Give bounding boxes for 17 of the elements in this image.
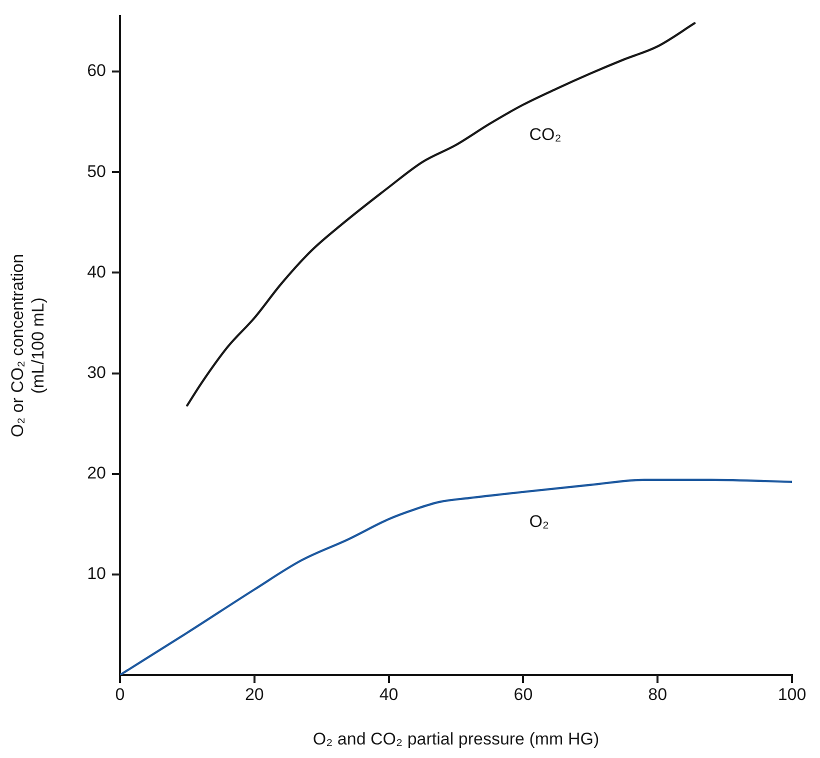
y-tick-label: 20 xyxy=(87,464,106,483)
y-tick-label: 50 xyxy=(87,162,106,181)
x-tick-label: 80 xyxy=(648,684,668,704)
x-tick-label: 0 xyxy=(115,684,125,704)
y-tick-label: 40 xyxy=(87,262,106,282)
y-axis-title: O₂ or CO₂ concentration (mL/100 mL) xyxy=(8,254,48,438)
line-series xyxy=(186,22,696,407)
y-tick-label: 10 xyxy=(87,564,106,584)
x-tick-label: 20 xyxy=(244,684,264,704)
y-tick-label: 60 xyxy=(87,61,106,80)
y-tick-label: 30 xyxy=(87,362,106,382)
series-label: O₂ xyxy=(529,512,550,532)
x-tick-label: 100 xyxy=(778,684,806,704)
x-axis-title: O₂ and CO₂ partial pressure (mm HG) xyxy=(312,729,600,748)
series-label: CO₂ xyxy=(529,124,562,144)
x-tick-label: 40 xyxy=(379,684,398,704)
x-tick-label: 60 xyxy=(514,684,533,704)
